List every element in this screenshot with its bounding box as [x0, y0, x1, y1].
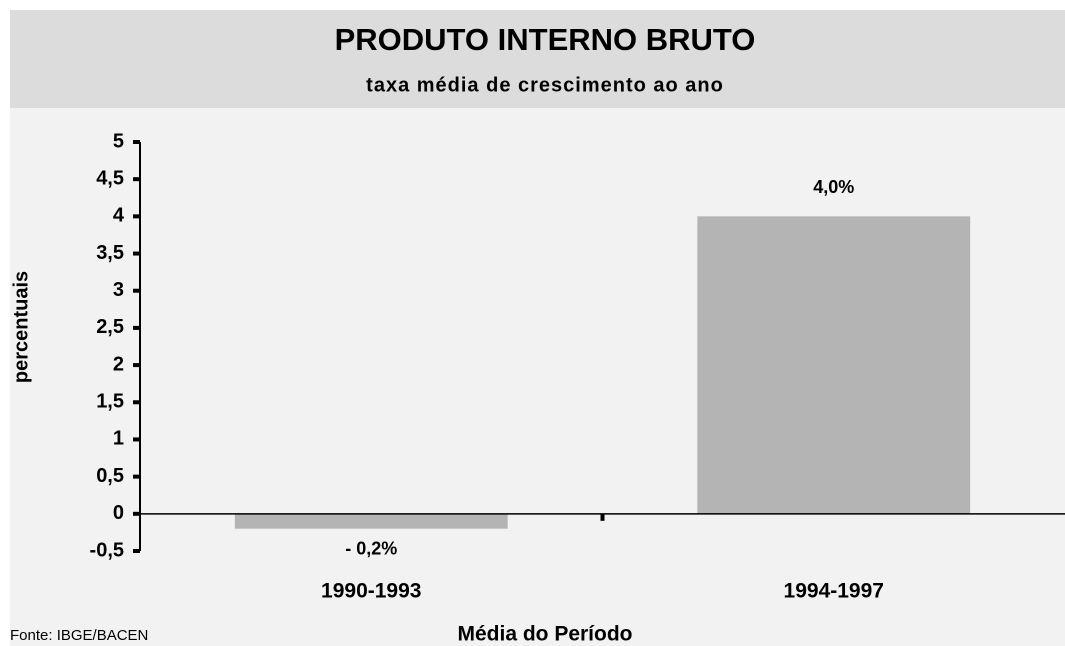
chart-subtitle: taxa média de crescimento ao ano	[366, 74, 724, 96]
y-tick-label: 5	[113, 130, 124, 152]
y-tick-label: 2,5	[96, 316, 124, 338]
y-tick-label: 3,5	[96, 242, 124, 264]
x-axis-label: Média do Período	[457, 623, 632, 646]
y-tick-label: -0,5	[90, 539, 124, 561]
y-tick-label: 1	[113, 428, 124, 450]
bar	[234, 513, 508, 529]
y-tick-label: 1,5	[96, 391, 124, 413]
header-band	[10, 10, 1065, 108]
value-label: - 0,2%	[345, 539, 397, 559]
chart-title: PRODUTO INTERNO BRUTO	[335, 22, 756, 57]
x-tick-label: 1990-1993	[321, 580, 421, 603]
x-tick-label: 1994-1997	[784, 580, 884, 603]
value-label: 4,0%	[813, 177, 854, 197]
y-tick-label: 0	[113, 502, 124, 524]
y-axis-label: percentuais	[10, 271, 32, 383]
y-tick-label: 4,5	[96, 167, 124, 189]
bar	[697, 216, 971, 514]
y-tick-label: 3	[113, 279, 124, 301]
y-tick-label: 2	[113, 353, 124, 375]
y-tick-label: 0,5	[96, 465, 124, 487]
source-note: Fonte: IBGE/BACEN	[10, 627, 148, 644]
y-tick-label: 4	[113, 205, 125, 227]
